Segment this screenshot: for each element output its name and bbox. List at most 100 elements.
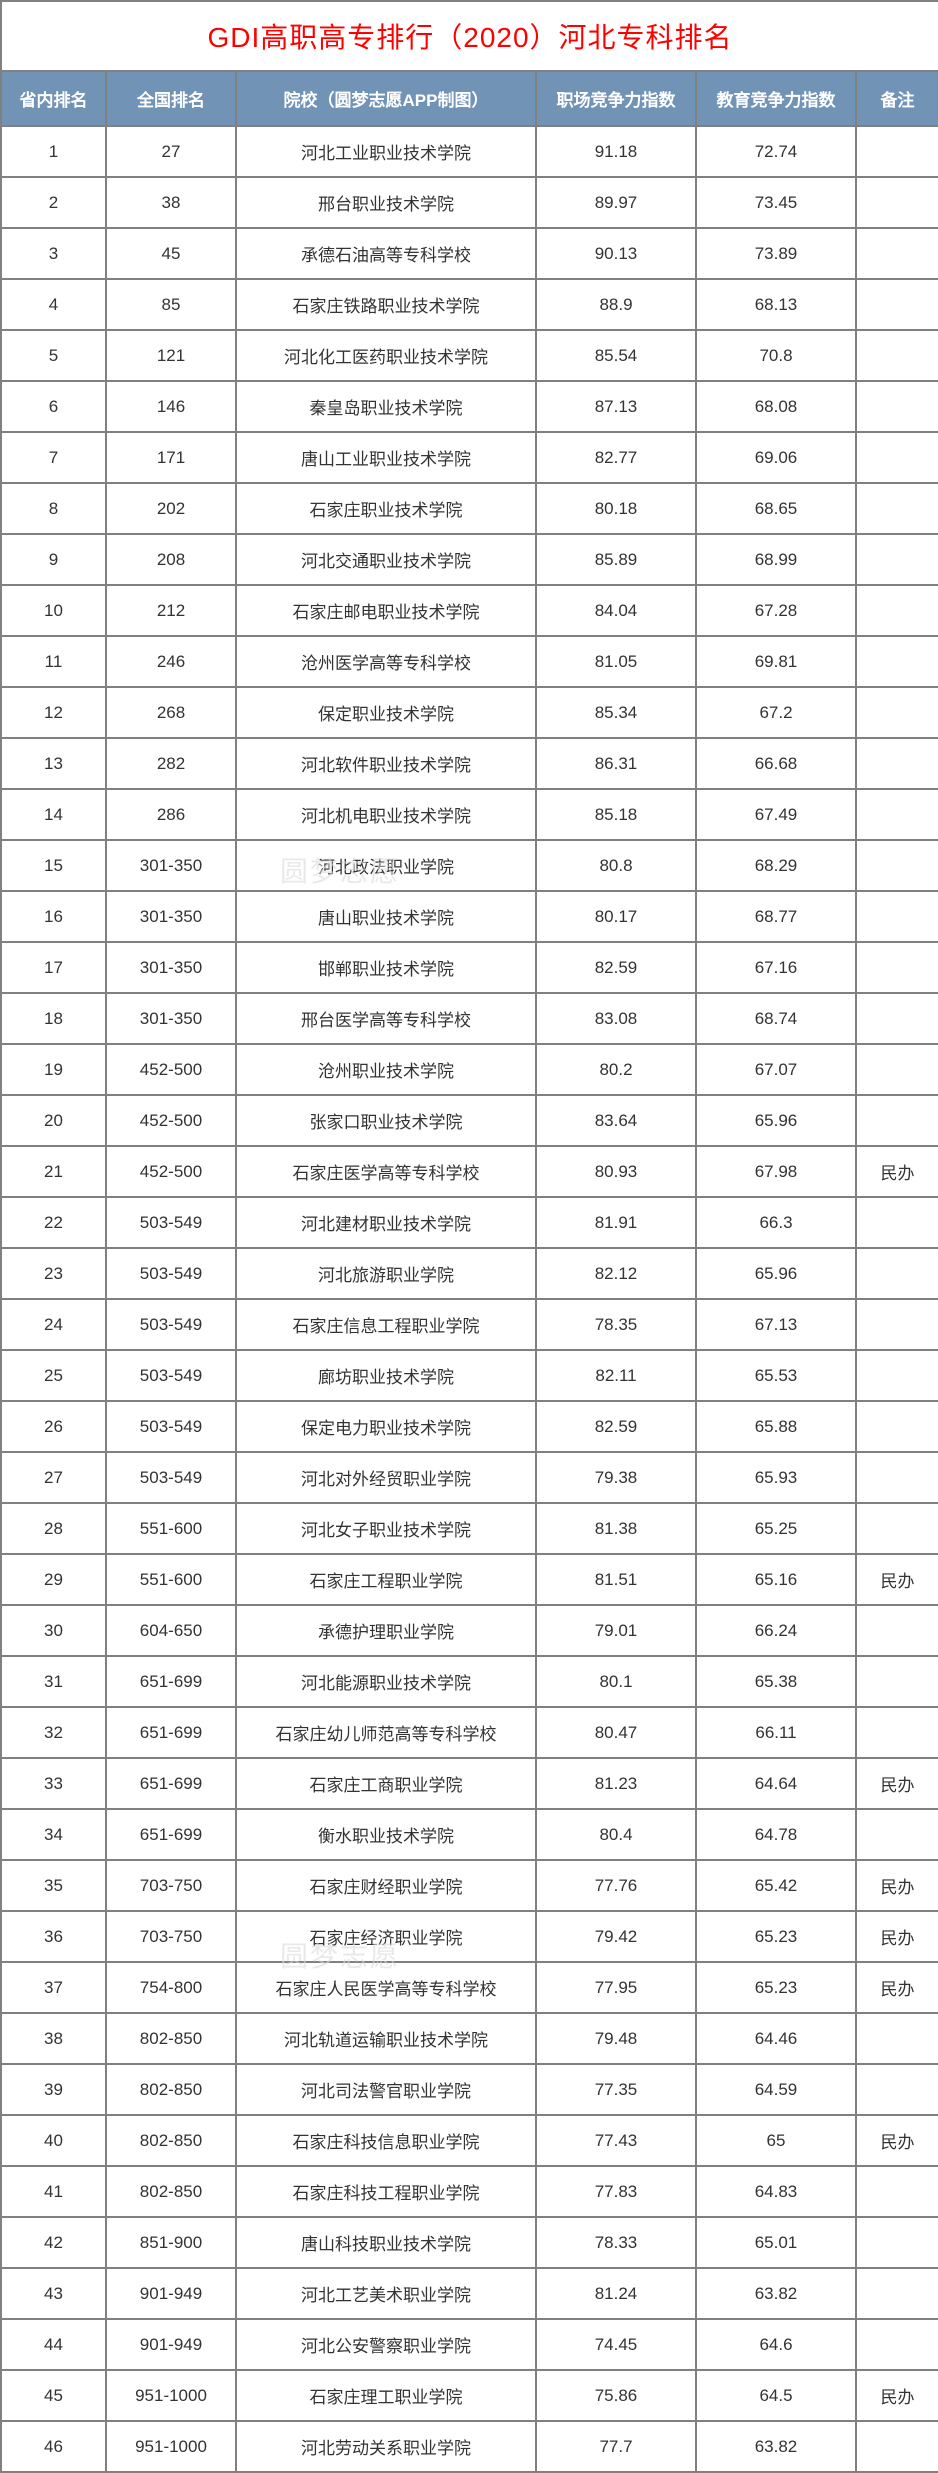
table-cell — [856, 2013, 938, 2064]
table-cell: 85 — [106, 279, 236, 330]
table-cell: 703-750 — [106, 1911, 236, 1962]
table-title: GDI高职高专排行（2020）河北专科排名 — [1, 1, 938, 71]
table-cell: 民办 — [856, 1146, 938, 1197]
table-row: 34651-699衡水职业技术学院80.464.78 — [1, 1809, 938, 1860]
table-cell: 81.05 — [536, 636, 696, 687]
table-cell — [856, 1809, 938, 1860]
table-row: 25503-549廊坊职业技术学院82.1165.53 — [1, 1350, 938, 1401]
table-cell: 承德石油高等专科学校 — [236, 228, 536, 279]
table-cell — [856, 891, 938, 942]
table-cell: 21 — [1, 1146, 106, 1197]
table-cell: 88.9 — [536, 279, 696, 330]
table-row: 19452-500沧州职业技术学院80.267.07 — [1, 1044, 938, 1095]
table-cell: 石家庄信息工程职业学院 — [236, 1299, 536, 1350]
table-cell: 承德护理职业学院 — [236, 1605, 536, 1656]
table-cell: 551-600 — [106, 1503, 236, 1554]
table-cell: 26 — [1, 1401, 106, 1452]
table-cell: 65.38 — [696, 1656, 856, 1707]
table-cell: 15 — [1, 840, 106, 891]
table-cell: 67.07 — [696, 1044, 856, 1095]
table-cell: 651-699 — [106, 1758, 236, 1809]
table-row: 42851-900唐山科技职业技术学院78.3365.01 — [1, 2217, 938, 2268]
table-cell: 民办 — [856, 1962, 938, 2013]
table-cell: 67.13 — [696, 1299, 856, 1350]
table-cell: 3 — [1, 228, 106, 279]
table-cell: 石家庄理工职业学院 — [236, 2370, 536, 2421]
table-cell: 503-549 — [106, 1197, 236, 1248]
table-cell: 68.77 — [696, 891, 856, 942]
table-row: 45951-1000石家庄理工职业学院75.8664.5民办 — [1, 2370, 938, 2421]
table-cell: 65.01 — [696, 2217, 856, 2268]
table-cell — [856, 228, 938, 279]
table-cell: 171 — [106, 432, 236, 483]
table-cell: 11 — [1, 636, 106, 687]
table-cell: 77.95 — [536, 1962, 696, 2013]
table-cell: 80.4 — [536, 1809, 696, 1860]
table-cell: 39 — [1, 2064, 106, 2115]
table-cell: 146 — [106, 381, 236, 432]
table-row: 238邢台职业技术学院89.9773.45 — [1, 177, 938, 228]
table-cell: 78.35 — [536, 1299, 696, 1350]
table-cell: 82.12 — [536, 1248, 696, 1299]
table-row: 29551-600石家庄工程职业学院81.5165.16民办 — [1, 1554, 938, 1605]
table-cell: 河北司法警官职业学院 — [236, 2064, 536, 2115]
table-cell: 80.17 — [536, 891, 696, 942]
table-cell — [856, 279, 938, 330]
table-cell — [856, 789, 938, 840]
table-cell — [856, 1503, 938, 1554]
table-cell: 68.08 — [696, 381, 856, 432]
table-row: 30604-650承德护理职业学院79.0166.24 — [1, 1605, 938, 1656]
table-row: 21452-500石家庄医学高等专科学校80.9367.98民办 — [1, 1146, 938, 1197]
table-cell: 民办 — [856, 1911, 938, 1962]
table-cell: 24 — [1, 1299, 106, 1350]
table-cell: 65.42 — [696, 1860, 856, 1911]
table-cell: 保定电力职业技术学院 — [236, 1401, 536, 1452]
table-row: 27503-549河北对外经贸职业学院79.3865.93 — [1, 1452, 938, 1503]
table-cell: 37 — [1, 1962, 106, 2013]
table-cell: 64.6 — [696, 2319, 856, 2370]
table-cell: 25 — [1, 1350, 106, 1401]
table-row: 345承德石油高等专科学校90.1373.89 — [1, 228, 938, 279]
table-row: 20452-500张家口职业技术学院83.6465.96 — [1, 1095, 938, 1146]
table-cell: 268 — [106, 687, 236, 738]
table-cell: 77.35 — [536, 2064, 696, 2115]
table-cell: 38 — [1, 2013, 106, 2064]
table-cell: 79.48 — [536, 2013, 696, 2064]
table-cell: 90.13 — [536, 228, 696, 279]
table-cell: 67.28 — [696, 585, 856, 636]
table-cell — [856, 432, 938, 483]
table-cell: 208 — [106, 534, 236, 585]
table-cell: 20 — [1, 1095, 106, 1146]
table-cell: 唐山科技职业技术学院 — [236, 2217, 536, 2268]
table-cell: 石家庄经济职业学院 — [236, 1911, 536, 1962]
table-cell: 84.04 — [536, 585, 696, 636]
table-cell: 85.89 — [536, 534, 696, 585]
column-header: 省内排名 — [1, 71, 106, 126]
table-cell: 30 — [1, 1605, 106, 1656]
table-cell: 66.24 — [696, 1605, 856, 1656]
table-cell — [856, 1248, 938, 1299]
table-cell: 河北公安警察职业学院 — [236, 2319, 536, 2370]
table-cell: 38 — [106, 177, 236, 228]
table-cell: 35 — [1, 1860, 106, 1911]
table-cell — [856, 534, 938, 585]
table-cell: 45 — [1, 2370, 106, 2421]
table-cell: 452-500 — [106, 1095, 236, 1146]
table-cell — [856, 2268, 938, 2319]
table-cell: 40 — [1, 2115, 106, 2166]
table-cell: 张家口职业技术学院 — [236, 1095, 536, 1146]
table-cell: 民办 — [856, 1758, 938, 1809]
table-row: 33651-699石家庄工商职业学院81.2364.64民办 — [1, 1758, 938, 1809]
table-header-row: 省内排名全国排名院校（圆梦志愿APP制图）职场竞争力指数教育竞争力指数备注 — [1, 71, 938, 126]
table-cell — [856, 636, 938, 687]
table-cell: 14 — [1, 789, 106, 840]
table-row: 12268保定职业技术学院85.3467.2 — [1, 687, 938, 738]
table-cell: 77.76 — [536, 1860, 696, 1911]
table-cell: 36 — [1, 1911, 106, 1962]
table-row: 31651-699河北能源职业技术学院80.165.38 — [1, 1656, 938, 1707]
table-cell — [856, 2421, 938, 2472]
table-cell: 7 — [1, 432, 106, 483]
table-cell: 202 — [106, 483, 236, 534]
table-cell: 68.29 — [696, 840, 856, 891]
table-cell: 851-900 — [106, 2217, 236, 2268]
